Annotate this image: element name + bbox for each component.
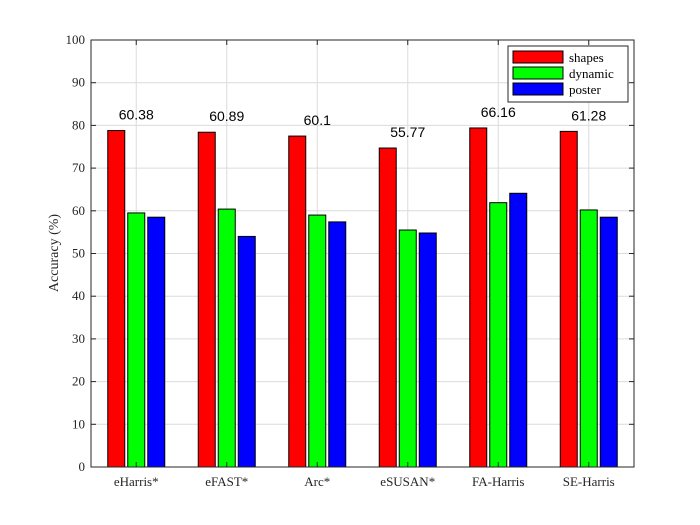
bar-poster [509,192,528,468]
legend-swatch-dynamic [512,66,564,80]
y-tick-label: 60 [72,203,85,218]
bar-shapes [197,131,216,468]
bar-dynamic [127,212,146,468]
bar-poster [599,216,618,468]
y-tick-label: 80 [72,117,85,132]
x-tick-label: eSUSAN* [380,474,435,489]
y-tick-label: 70 [72,160,85,175]
y-tick-label: 20 [72,374,85,389]
x-tick-label: Arc* [304,474,330,489]
y-tick-label: 90 [72,75,85,90]
group-value-label: 60.38 [119,107,154,123]
bar-shapes [288,135,307,468]
bar-shapes [378,147,397,468]
bar-poster [147,216,166,468]
group-value-label: 55.77 [390,124,425,140]
x-tick-label: FA-Harris [472,474,524,489]
bar-dynamic [489,202,508,468]
bar-shapes [107,130,126,468]
bar-poster [237,235,256,468]
legend-label-shapes: shapes [569,50,604,65]
bar-poster [418,232,437,468]
bar-dynamic [308,214,327,468]
legend-label-dynamic: dynamic [569,66,614,81]
bar-shapes [469,127,488,468]
y-tick-label: 10 [72,416,85,431]
y-tick-label: 0 [79,459,86,474]
legend-swatch-shapes [512,50,564,64]
x-tick-label: eHarris* [114,474,159,489]
group-value-label: 61.28 [571,107,606,123]
bar-shapes [559,130,578,468]
group-value-label: 60.1 [304,112,331,128]
legend-label-poster: poster [569,82,601,97]
bar-dynamic [579,209,598,468]
y-tick-label: 40 [72,288,85,303]
group-value-label: 66.16 [481,104,516,120]
legend-swatch-poster [512,82,564,96]
x-tick-label: eFAST* [205,474,248,489]
y-tick-label: 100 [66,32,86,47]
group-labels: 60.38 60.89 60.1 55.77 66.16 61.28 [119,104,607,140]
y-tick-label: 50 [72,246,85,261]
group-value-label: 60.89 [209,108,244,124]
bar-dynamic [217,208,236,468]
x-tick-label: SE-Harris [563,474,615,489]
bar-dynamic [398,229,417,468]
bar-poster [328,221,347,468]
y-tick-label: 30 [72,331,85,346]
axis-ticks: 0 10 20 30 40 50 60 70 80 90 100 eHarris* eFAST* Arc*… [66,32,634,489]
y-axis-title: Accuracy (%) [47,214,62,292]
